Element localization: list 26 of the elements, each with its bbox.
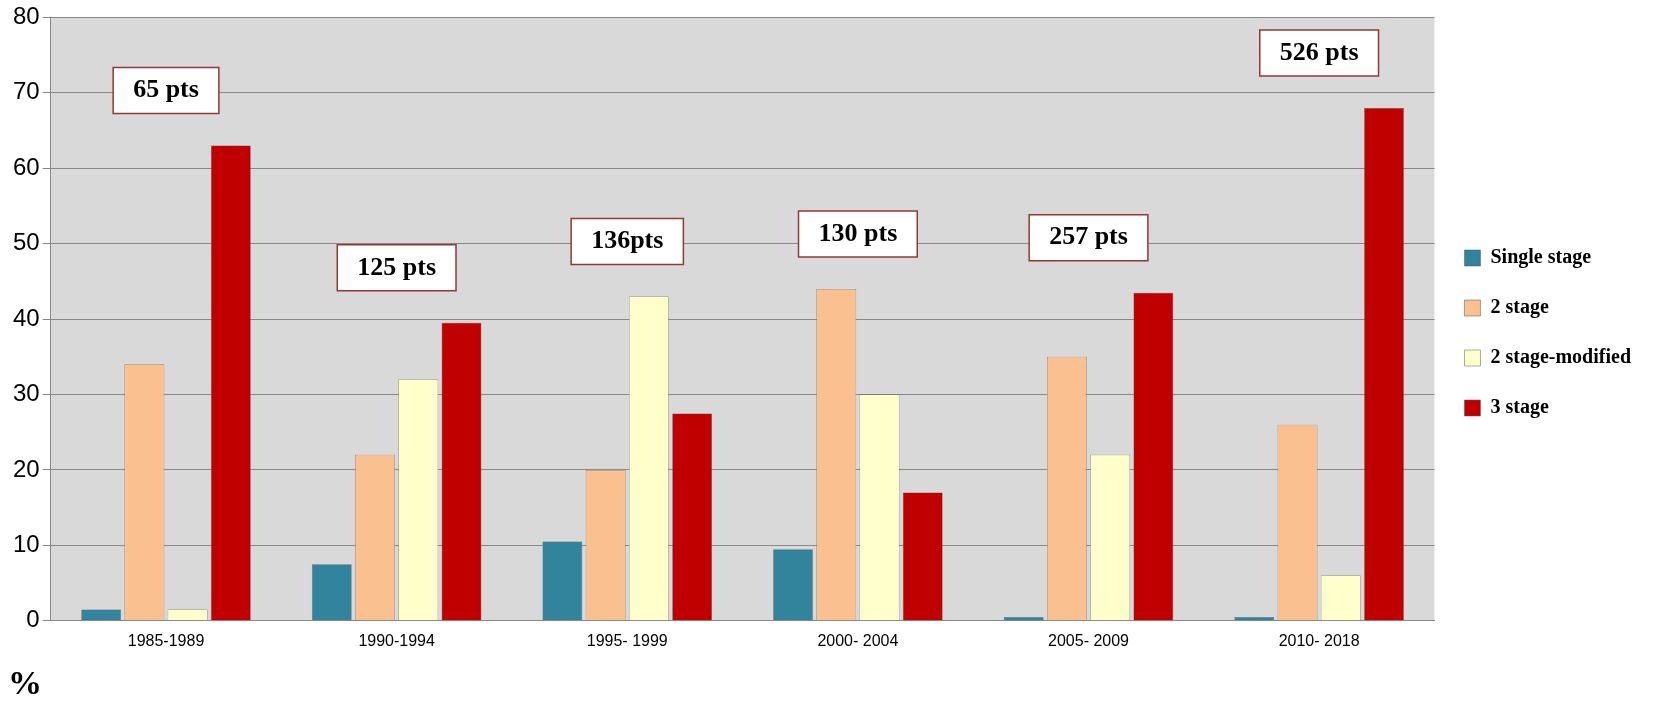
x-tick-label: 1990-1994 — [358, 631, 435, 649]
legend-label: 2 stage — [1490, 295, 1549, 319]
annotation: 125 pts — [357, 251, 437, 281]
y-tick-label: 0 — [26, 605, 40, 633]
x-tick-label: 2010- 2018 — [1278, 631, 1360, 649]
annotation: 136pts — [591, 225, 664, 255]
annotation: 130 pts — [818, 217, 898, 247]
annotation: 65 pts — [133, 74, 199, 104]
y-tick-label: 80 — [12, 2, 40, 30]
y-tick-label: 60 — [12, 152, 40, 180]
annotation: 257 pts — [1049, 221, 1128, 251]
y-tick-label: 50 — [12, 228, 40, 256]
legend-label: 2 stage-modified — [1490, 345, 1632, 369]
y-axis-title: % — [8, 664, 42, 701]
y-tick-label: 10 — [12, 530, 40, 557]
y-tick-label: 20 — [12, 454, 40, 482]
x-tick-label: 2000- 2004 — [817, 631, 899, 649]
x-tick-label: 1995- 1999 — [586, 631, 668, 649]
legend-label: 3 stage — [1490, 395, 1549, 419]
y-tick-label: 70 — [12, 77, 40, 105]
legend-label: Single stage — [1490, 245, 1592, 269]
annotation: 526 pts — [1279, 36, 1359, 66]
x-tick-label: 1985-1989 — [127, 631, 205, 649]
y-tick-label: 30 — [12, 379, 40, 407]
y-tick-label: 40 — [12, 303, 40, 331]
x-tick-label: 2005- 2009 — [1048, 631, 1130, 649]
